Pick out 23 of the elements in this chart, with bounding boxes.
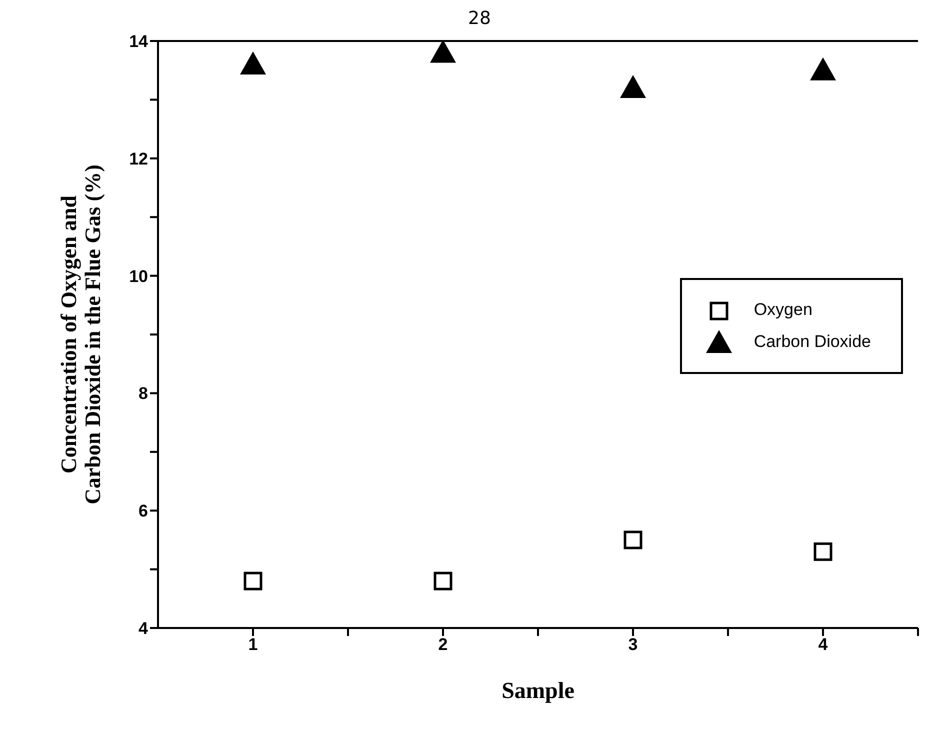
x-tick-label: 4 <box>818 635 828 654</box>
y-axis-title: Concentration of Oxygen and Carbon Dioxide in the Flue Gas (%) <box>56 164 105 504</box>
legend-label: Carbon Dioxide <box>754 332 871 352</box>
x-tick-label: 3 <box>628 635 638 654</box>
x-axis-title: Sample <box>502 678 574 703</box>
y-tick-label: 14 <box>129 32 149 52</box>
y-tick-label: 6 <box>138 502 148 521</box>
point <box>624 530 642 550</box>
y-tick-label: 8 <box>138 384 148 404</box>
point <box>814 542 832 561</box>
text: 28 <box>468 8 491 29</box>
point <box>810 57 836 80</box>
point <box>430 41 456 63</box>
legend-label: Oxygen <box>754 300 812 320</box>
point <box>434 572 452 590</box>
y-tick-label: 4 <box>138 619 149 638</box>
y-tick-label: 10 <box>129 266 148 286</box>
point <box>240 51 266 74</box>
x-tick-label: 1 <box>248 635 258 654</box>
y-tick-label: 12 <box>129 149 148 168</box>
x-tick-label: 2 <box>438 635 448 654</box>
point <box>620 74 646 98</box>
point <box>244 572 262 590</box>
